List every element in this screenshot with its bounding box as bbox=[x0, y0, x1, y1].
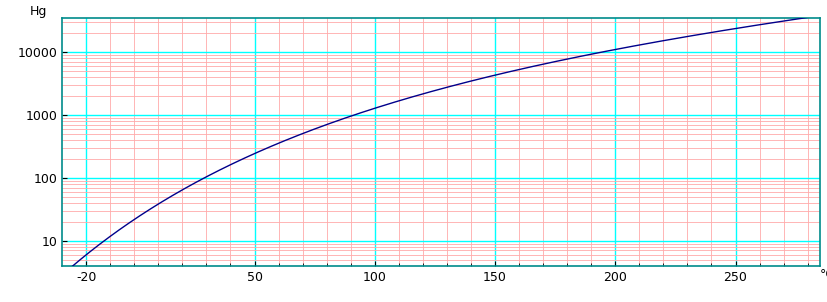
Y-axis label: mm
Hg: mm Hg bbox=[22, 0, 47, 18]
Text: °C: °C bbox=[819, 268, 827, 281]
